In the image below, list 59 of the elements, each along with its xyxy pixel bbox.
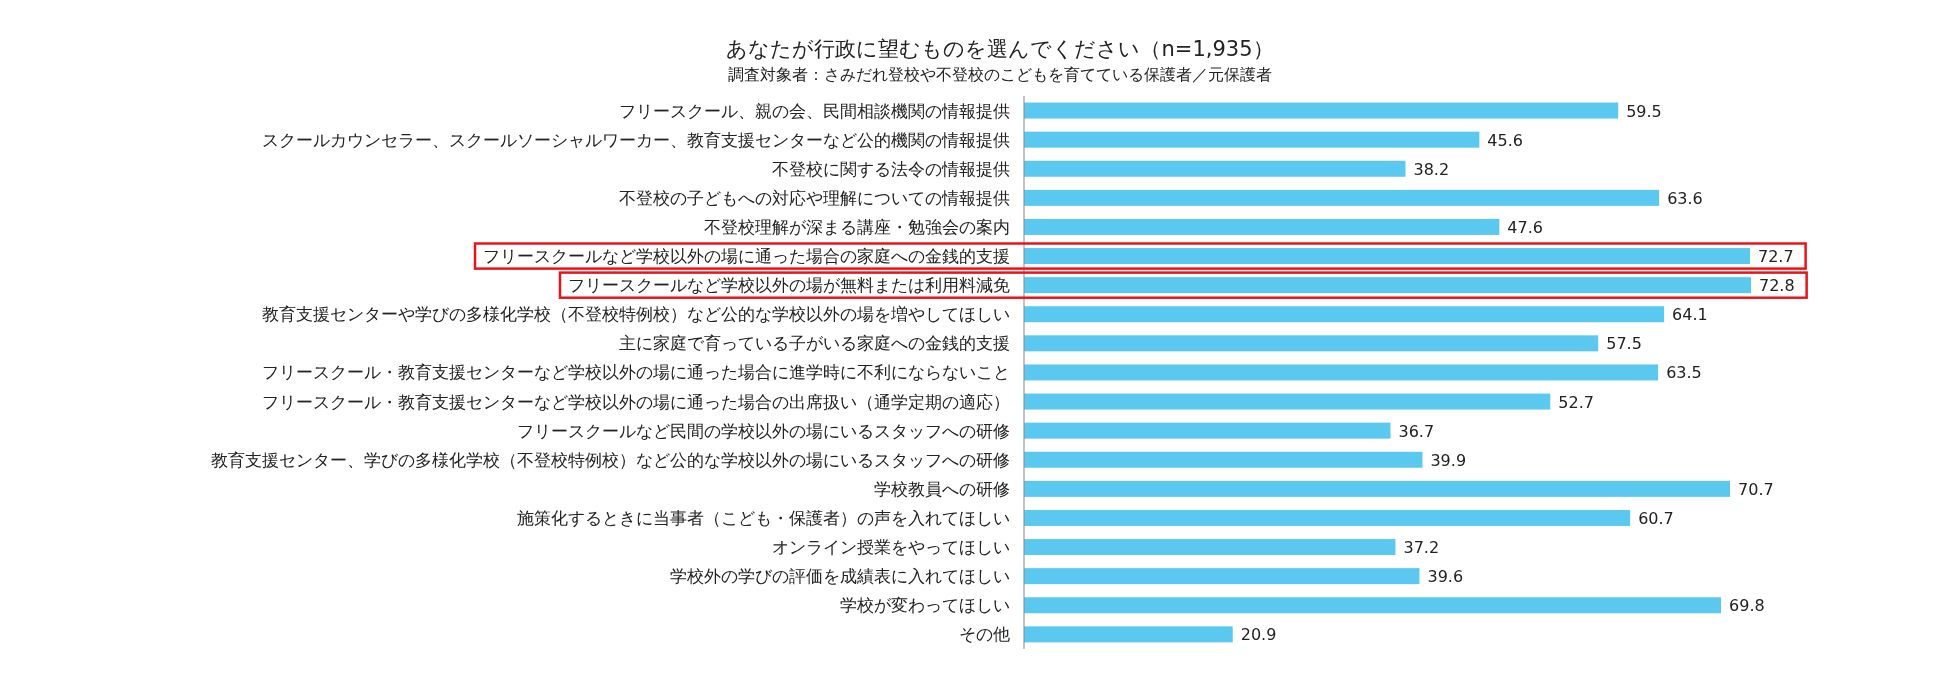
bar — [1024, 335, 1599, 352]
bar — [1024, 422, 1391, 439]
y-tick-label: フリースクールなど学校以外の場に通った場合の家庭への金銭的支援 — [483, 246, 1010, 267]
data-label: 57.5 — [1606, 334, 1642, 354]
y-tick-label: 施策化するときに当事者（こども・保護者）の声を入れてほしい — [517, 507, 1010, 528]
y-tick-label: フリースクール・教育支援センターなど学校以外の場に通った場合に進学時に不利にならないこと — [262, 362, 1010, 383]
data-label: 69.8 — [1729, 596, 1765, 616]
data-label: 59.5 — [1626, 101, 1662, 121]
data-label: 45.6 — [1487, 130, 1523, 150]
bar — [1024, 306, 1665, 323]
bar — [1024, 102, 1619, 119]
bar — [1024, 393, 1551, 410]
bar — [1024, 568, 1420, 585]
bar — [1024, 539, 1396, 556]
bar — [1024, 160, 1406, 177]
bar — [1024, 451, 1423, 468]
y-tick-label: 不登校の子どもへの対応や理解についての情報提供 — [619, 187, 1010, 208]
y-tick-label: 教育支援センター、学びの多様化学校（不登校特例校）など公的な学校以外の場にいるスタッフへの研修 — [211, 449, 1010, 470]
y-tick-label: 教育支援センターや学びの多様化学校（不登校特例校）など公的な学校以外の場を増やしてほしい — [262, 304, 1010, 325]
data-label: 39.9 — [1430, 450, 1467, 470]
bar — [1024, 248, 1750, 265]
data-label: 70.7 — [1738, 479, 1774, 499]
data-label: 20.9 — [1240, 625, 1277, 645]
y-tick-label: 不登校に関する法令の情報提供 — [772, 158, 1010, 179]
data-label: 72.7 — [1758, 247, 1794, 267]
bar — [1024, 597, 1722, 614]
chart-subtitle: 調査対象者：さみだれ登校や不登校のこどもを育てている保護者／元保護者 — [728, 65, 1272, 84]
bar — [1024, 189, 1660, 206]
y-tick-label: フリースクールなど学校以外の場が無料または利用料減免 — [568, 275, 1010, 296]
y-tick-label: 学校外の学びの評価を成績表に入れてほしい — [670, 566, 1010, 587]
y-tick-label: その他 — [959, 624, 1010, 645]
data-label: 38.2 — [1413, 159, 1450, 179]
y-tick-label: スクールカウンセラー、スクールソーシャルワーカー、教育支援センターなど公的機関の情報提供 — [262, 129, 1010, 150]
bar — [1024, 131, 1480, 148]
data-label: 36.7 — [1398, 421, 1435, 441]
data-label: 39.6 — [1427, 567, 1464, 587]
chart-title: あなたが行政に望むものを選んでください（n=1,935） — [726, 37, 1274, 61]
y-tick-label: 学校教員への研修 — [874, 478, 1010, 499]
data-label: 37.2 — [1403, 538, 1440, 558]
y-tick-label: オンライン授業をやってほしい — [772, 537, 1010, 558]
bar — [1024, 626, 1233, 643]
y-tick-label: フリースクール・教育支援センターなど学校以外の場に通った場合の出席扱い（通学定期の適応） — [262, 391, 1010, 412]
bar — [1024, 480, 1731, 497]
data-label: 52.7 — [1558, 392, 1594, 412]
data-label: 63.6 — [1667, 188, 1703, 208]
data-label: 63.5 — [1666, 363, 1702, 383]
y-tick-label: 学校が変わってほしい — [840, 595, 1010, 616]
data-label: 72.8 — [1759, 276, 1795, 296]
bar — [1024, 509, 1631, 526]
y-tick-label: フリースクール、親の会、民間相談機関の情報提供 — [619, 100, 1010, 121]
bar — [1024, 277, 1751, 294]
y-tick-label: 不登校理解が深まる講座・勉強会の案内 — [704, 216, 1010, 237]
y-tick-label: 主に家庭で育っている子がいる家庭への金銭的支援 — [619, 333, 1010, 354]
bar — [1024, 218, 1500, 235]
data-label: 64.1 — [1672, 305, 1708, 325]
bar — [1024, 364, 1659, 381]
data-label: 47.6 — [1507, 217, 1543, 237]
y-tick-label: フリースクールなど民間の学校以外の場にいるスタッフへの研修 — [517, 420, 1010, 441]
data-label: 60.7 — [1638, 508, 1674, 528]
